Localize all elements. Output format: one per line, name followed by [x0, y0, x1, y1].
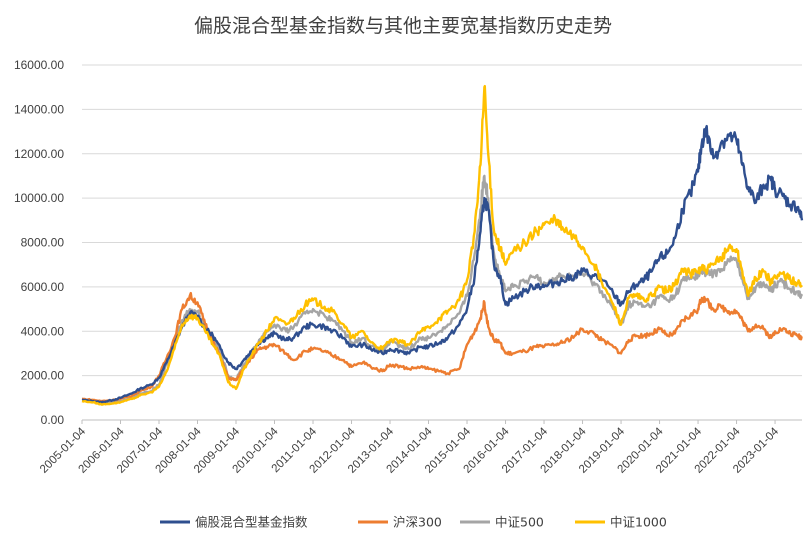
y-tick-label: 6000.00 [21, 280, 65, 294]
y-tick-label: 2000.00 [21, 369, 65, 383]
legend-label: 沪深300 [393, 515, 442, 530]
legend-label: 中证500 [495, 515, 544, 530]
series-line-0 [81, 124, 804, 404]
series-line-3 [81, 84, 803, 406]
x-axis-ticks: 2005-01-042006-01-042007-01-042008-01-04… [38, 419, 802, 476]
legend-label: 中证1000 [610, 515, 667, 530]
series-lines [81, 84, 804, 406]
y-tick-label: 16000.00 [14, 58, 64, 72]
y-tick-label: 8000.00 [21, 236, 65, 250]
y-axis-ticks: 0.00 2000.00 4000.00 6000.00 8000.00 10000.00… [14, 58, 64, 427]
series-line-2 [81, 174, 804, 405]
y-tick-label: 12000.00 [14, 147, 64, 161]
legend: 偏股混合型基金指数 沪深300 中证500 中证1000 [160, 515, 667, 530]
legend-label: 偏股混合型基金指数 [195, 515, 308, 530]
chart-title: 偏股混合型基金指数与其他主要宽基指数历史走势 [194, 15, 612, 37]
y-tick-label: 4000.00 [21, 324, 65, 338]
y-tick-label: 0.00 [41, 413, 65, 427]
y-tick-label: 14000.00 [14, 102, 64, 116]
gridlines [82, 64, 802, 421]
y-tick-label: 10000.00 [14, 191, 64, 205]
